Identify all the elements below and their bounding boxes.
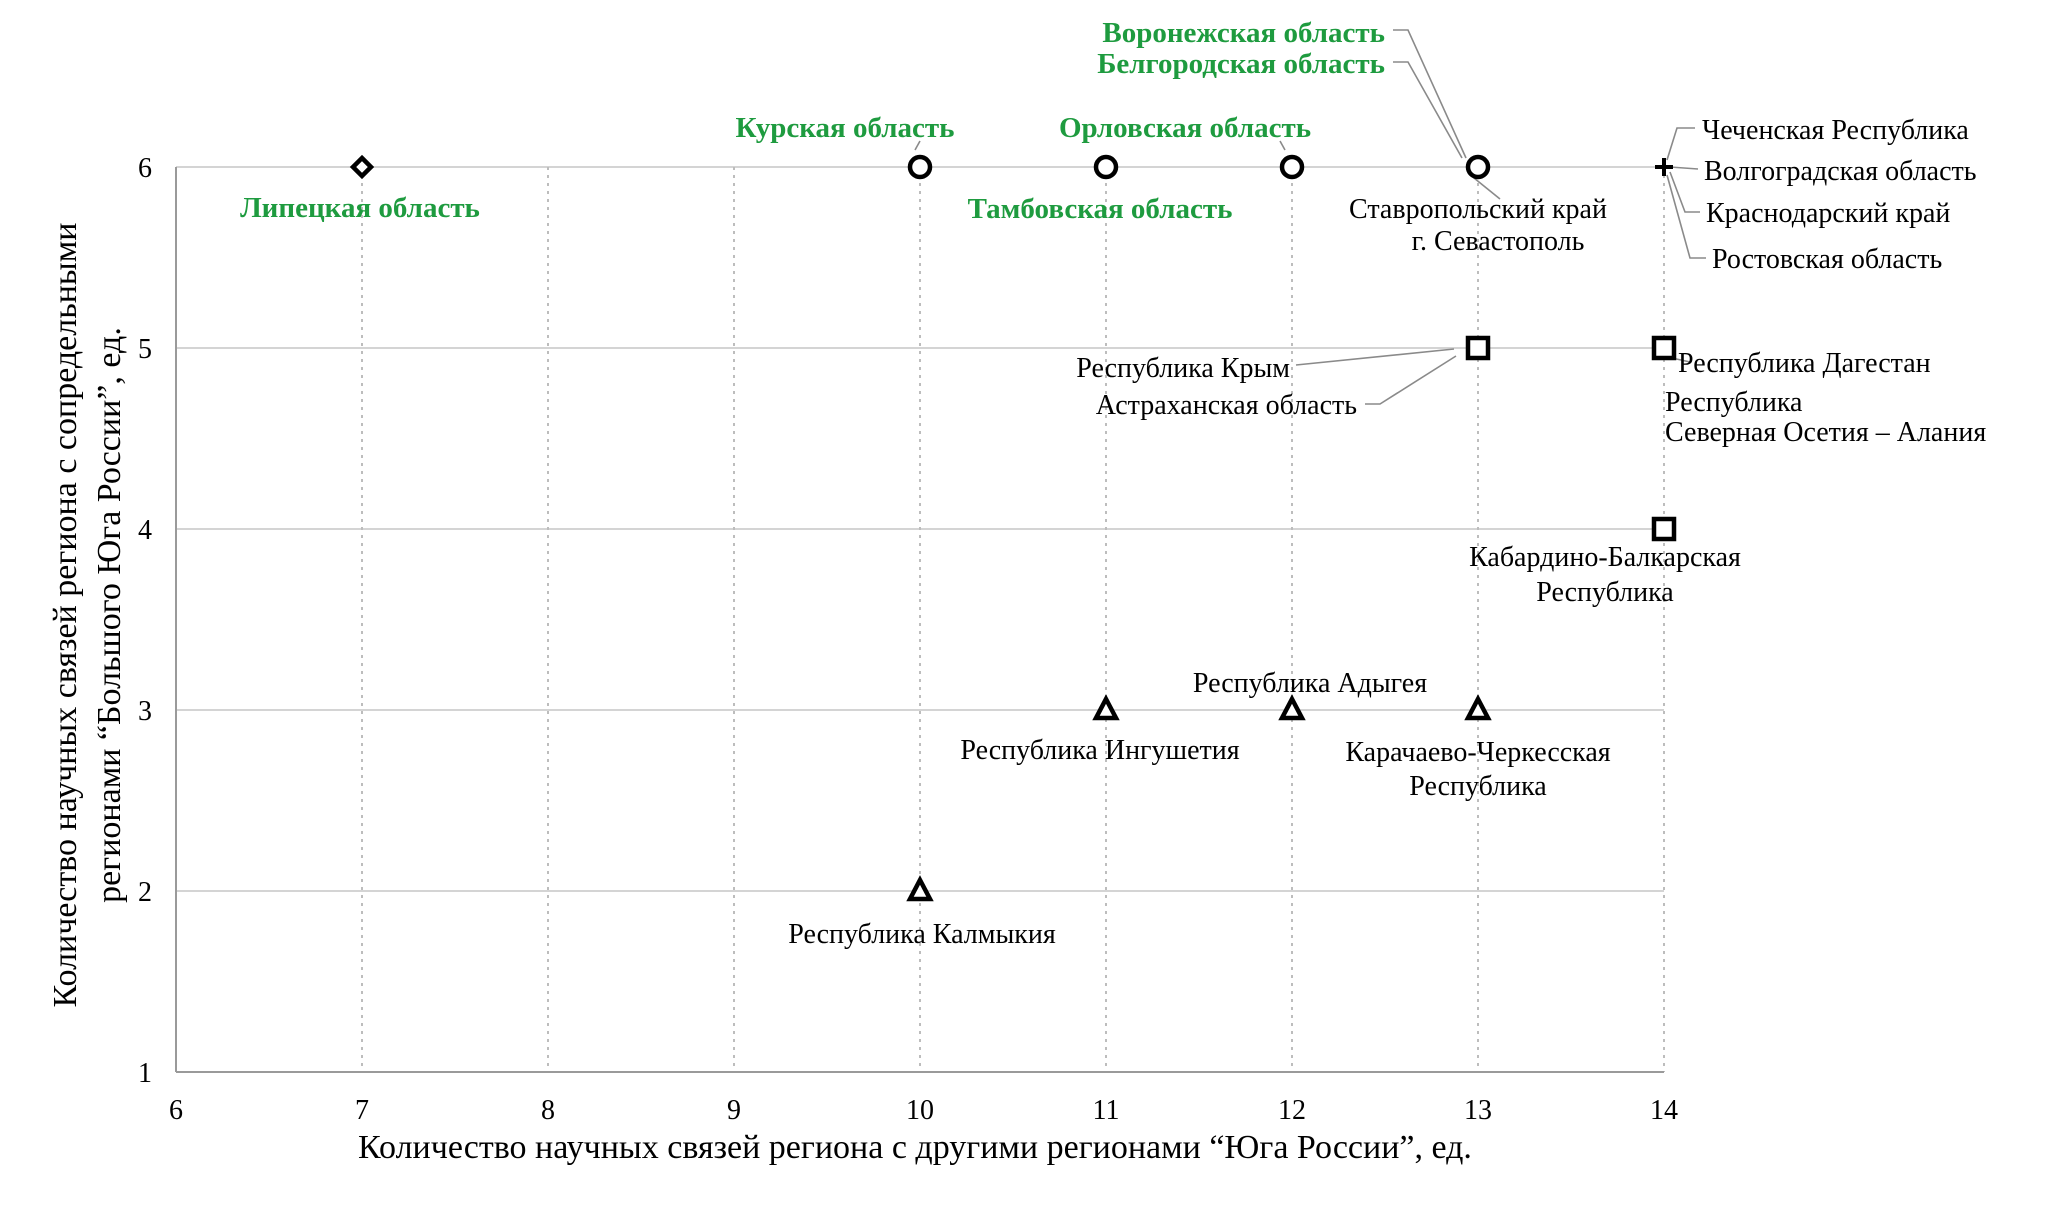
point-label: Ростовская область [1712, 244, 1942, 275]
circle-marker [1093, 154, 1119, 180]
point-label: Волгоградская область [1704, 156, 1977, 187]
triangle-marker [1464, 694, 1492, 721]
point-label: Астраханская область [1096, 390, 1357, 421]
point-label: Орловская область [1059, 112, 1311, 144]
triangle-marker [1092, 694, 1120, 721]
y-tick-label: 2 [138, 877, 152, 908]
point-label: Республика Крым [1076, 353, 1290, 384]
leader-line [1365, 355, 1457, 405]
axis-titles: Количество научных связей региона с друг… [47, 223, 1472, 1166]
point-label: Республика [1409, 771, 1547, 802]
point-label: Курская область [735, 112, 954, 144]
leader-line [1666, 174, 1706, 259]
point-label: Белгородская область [1097, 48, 1385, 80]
x-tick-label: 11 [1093, 1095, 1120, 1126]
y-tick-label: 6 [138, 153, 152, 184]
circle-marker [1465, 154, 1491, 180]
y-tick-label: 1 [138, 1058, 152, 1089]
point-label: Республика Калмыкия [788, 919, 1056, 950]
point-label: Республика [1665, 387, 1803, 418]
y-axis-title-line-1: Количество научных связей региона с сопр… [47, 223, 84, 1008]
data-points [349, 154, 1677, 902]
x-tick-label: 6 [169, 1095, 183, 1126]
point-label: Воронежская область [1102, 17, 1385, 49]
circle-marker [907, 154, 933, 180]
y-tick-label: 5 [138, 334, 152, 365]
y-tick-label: 4 [138, 515, 152, 546]
leader-line [914, 140, 921, 151]
leader-line [1669, 166, 1699, 170]
diamond-marker [349, 154, 375, 180]
y-tick-label: 3 [138, 696, 152, 727]
point-label: Республика [1536, 577, 1674, 608]
leader-line [1669, 171, 1700, 213]
point-label: Республика Ингушетия [960, 735, 1239, 766]
point-label: Краснодарский край [1706, 198, 1950, 229]
x-tick-label: 13 [1464, 1095, 1492, 1126]
x-tick-label: 7 [355, 1095, 369, 1126]
x-tick-label: 8 [541, 1095, 555, 1126]
point-label: Чеченская Республика [1702, 115, 1969, 146]
square-marker [1651, 516, 1677, 542]
y-axis-title-line-2: регионами “Большого Юга России”, ед. [91, 327, 128, 903]
triangle-marker [906, 875, 934, 902]
x-axis-title: Количество научных связей региона с друг… [358, 1129, 1472, 1166]
point-label: Тамбовская область [968, 193, 1233, 225]
square-marker [1651, 335, 1677, 361]
point-label: Республика Адыгея [1193, 668, 1427, 699]
circle-marker [1279, 154, 1305, 180]
point-label: г. Севастополь [1412, 226, 1585, 257]
point-label: Кабардино-Балкарская [1469, 542, 1741, 573]
point-labels: Липецкая область Курская область Тамбовска… [240, 17, 1986, 950]
leader-line [1279, 140, 1286, 151]
x-tick-label: 12 [1278, 1095, 1306, 1126]
leader-line [1473, 177, 1501, 200]
square-marker [1465, 335, 1491, 361]
x-tick-label: 9 [727, 1095, 741, 1126]
leader-line [1295, 348, 1455, 366]
point-label: Северная Осетия – Алания [1665, 417, 1986, 448]
x-tick-label: 10 [906, 1095, 934, 1126]
triangle-marker [1278, 694, 1306, 721]
leader-lines [914, 29, 1706, 405]
plus-marker [1655, 158, 1673, 176]
leader-line [1666, 127, 1695, 161]
point-label: Республика Дагестан [1678, 348, 1931, 379]
point-label: Ставропольский край [1349, 194, 1607, 225]
leader-line [1393, 61, 1463, 159]
point-label: Карачаево-Черкесская [1345, 737, 1610, 768]
point-label: Липецкая область [240, 192, 480, 224]
leader-line [1393, 29, 1467, 159]
x-tick-label: 14 [1650, 1095, 1678, 1126]
